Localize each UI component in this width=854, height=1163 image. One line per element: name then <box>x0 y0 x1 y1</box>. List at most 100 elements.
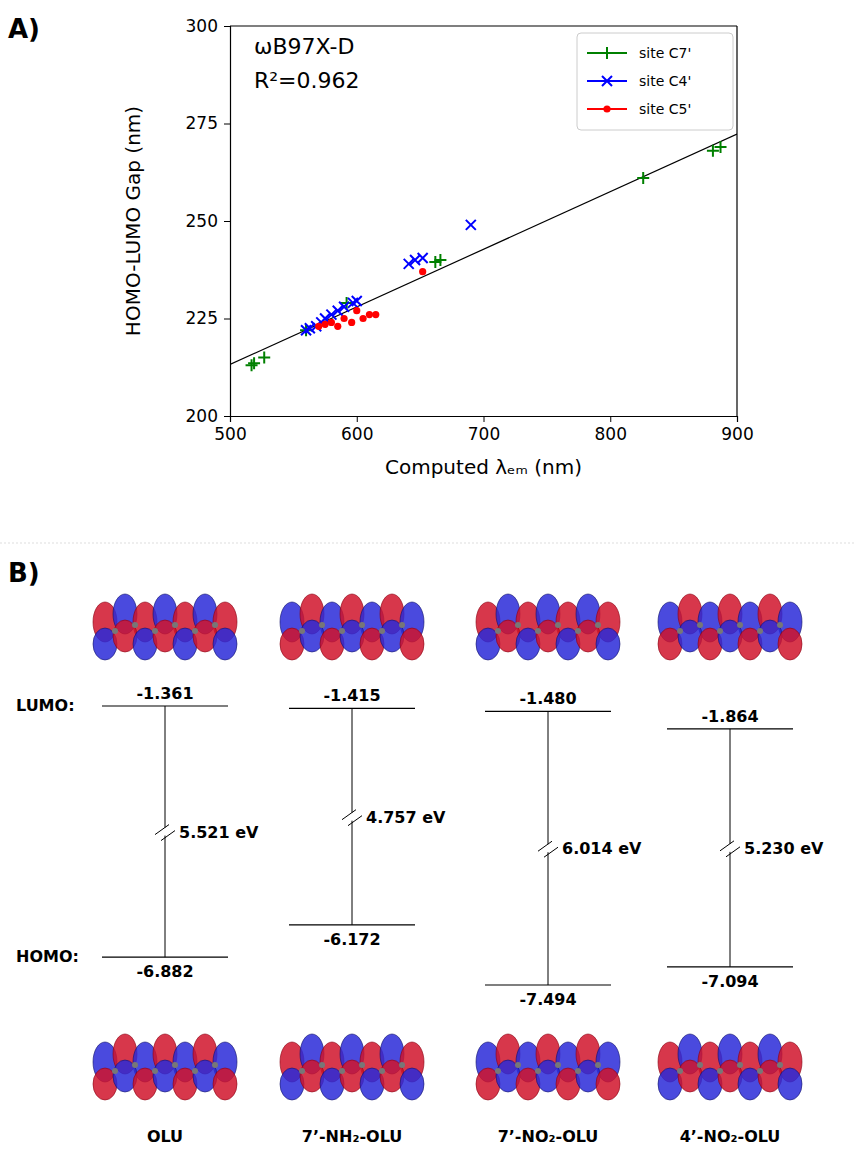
orbital-lobe <box>738 628 762 660</box>
atom <box>379 628 385 634</box>
atom <box>379 1068 385 1074</box>
point <box>248 357 260 369</box>
point <box>334 323 341 330</box>
legend-label: site C7' <box>639 45 691 61</box>
point <box>366 311 373 318</box>
x-tick: 700 <box>468 416 500 444</box>
orbital-lobe <box>400 1068 424 1100</box>
y-tick-label: 225 <box>186 308 218 328</box>
panel-label: A) <box>8 14 40 44</box>
y-tick-mark <box>224 124 230 125</box>
atom <box>777 1062 783 1068</box>
orbital-lobe <box>658 1068 682 1100</box>
orbital-lobe <box>360 1068 384 1100</box>
orbital-lobe <box>213 1068 237 1100</box>
orbital-lobe <box>516 628 540 660</box>
atom <box>399 622 405 628</box>
legend-marker <box>603 105 610 112</box>
x-tick-mark <box>610 416 611 422</box>
y-tick-mark <box>224 416 230 417</box>
point <box>321 321 328 328</box>
annotation: ωB97X-D <box>254 34 354 59</box>
atom <box>299 628 305 634</box>
point <box>339 302 349 312</box>
lumo-energy: -1.415 <box>323 686 380 705</box>
atom <box>359 622 365 628</box>
point <box>715 141 727 153</box>
y-axis-title: HOMO-LUMO Gap (nm) <box>121 106 145 336</box>
homo-energy: -7.094 <box>701 972 758 991</box>
atom <box>555 1062 561 1068</box>
orbital-lobe <box>360 628 384 660</box>
y-tick: 250 <box>186 211 230 231</box>
annotation: R²=0.962 <box>254 68 360 93</box>
gap-label: 4.757 eV <box>366 808 446 827</box>
gap-label: 5.521 eV <box>179 823 259 842</box>
atom <box>152 628 158 634</box>
atom <box>575 628 581 634</box>
panel-label: B) <box>8 558 40 588</box>
y-tick: 200 <box>186 406 230 426</box>
series-0 <box>246 141 727 371</box>
point <box>419 268 426 275</box>
atom <box>172 1062 178 1068</box>
legend: site C7'site C4'site C5' <box>577 33 733 130</box>
orbital-lobe <box>280 628 304 660</box>
break-mark <box>342 810 362 826</box>
orbital-picture <box>476 594 620 660</box>
point <box>359 315 366 322</box>
x-tick-mark <box>357 416 358 422</box>
x-tick-label: 800 <box>595 424 627 444</box>
orbital-picture <box>280 594 424 660</box>
atom <box>737 622 743 628</box>
atom <box>677 1068 683 1074</box>
atom <box>112 628 118 634</box>
orbital-lobe <box>173 1068 197 1100</box>
y-tick: 275 <box>186 113 230 133</box>
orbital-picture <box>280 1034 424 1100</box>
orbital-lobe <box>738 1068 762 1100</box>
y-tick-label: 300 <box>186 16 218 36</box>
legend-marker <box>602 76 612 86</box>
legend-box <box>577 33 733 130</box>
orbital-lobe <box>476 628 500 660</box>
orbital-lobe <box>596 1068 620 1100</box>
x-tick-mark <box>484 416 485 422</box>
point <box>466 220 476 230</box>
point <box>434 254 446 266</box>
atom <box>757 1068 763 1074</box>
orbital-lobe <box>320 628 344 660</box>
separator <box>0 543 854 544</box>
level-row-label: LUMO: <box>16 696 75 715</box>
orbital-lobe <box>698 1068 722 1100</box>
molecule-name: 7’-NO₂-OLU <box>498 1127 599 1146</box>
orbital-lobe <box>658 628 682 660</box>
molecule-column: -1.480-7.4946.014 eV7’-NO₂-OLU <box>476 594 642 1146</box>
series-1 <box>301 220 476 335</box>
y-tick-label: 275 <box>186 113 218 133</box>
atom <box>212 1062 218 1068</box>
y-tick-mark <box>224 26 230 27</box>
orbital-picture <box>93 594 237 660</box>
atom <box>339 1068 345 1074</box>
atom <box>575 1068 581 1074</box>
atom <box>515 622 521 628</box>
homo-energy: -7.494 <box>519 990 576 1009</box>
atom <box>192 1068 198 1074</box>
orbital-lobe <box>476 1068 500 1100</box>
atom <box>212 622 218 628</box>
atom <box>757 628 763 634</box>
x-tick-label: 900 <box>721 424 753 444</box>
legend-label: site C4' <box>639 73 691 89</box>
level-row-label: HOMO: <box>16 947 79 966</box>
atom <box>777 622 783 628</box>
orbital-lobe <box>596 628 620 660</box>
atom <box>399 1062 405 1068</box>
atom <box>319 1062 325 1068</box>
y-tick-mark <box>224 221 230 222</box>
orbital-picture <box>658 594 802 660</box>
frame-top <box>230 25 737 26</box>
point <box>418 253 428 263</box>
atom <box>697 1062 703 1068</box>
fit-line <box>230 134 737 364</box>
